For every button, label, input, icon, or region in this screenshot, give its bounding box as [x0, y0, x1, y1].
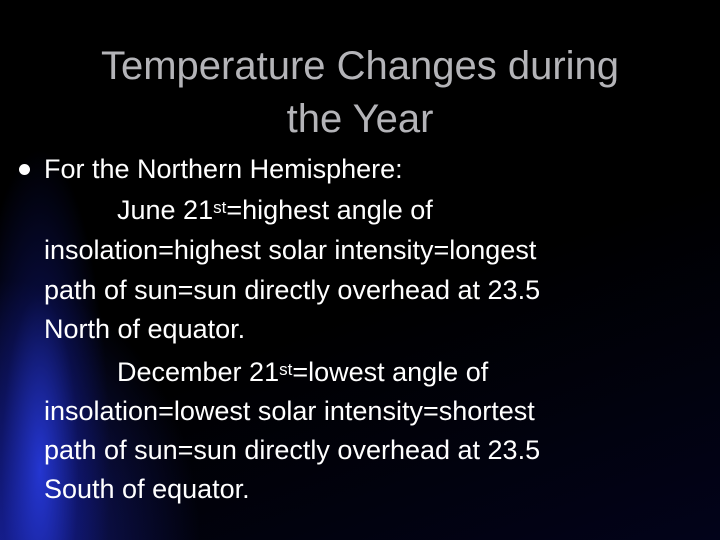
text: =highest angle of	[226, 195, 433, 225]
superscript: st	[213, 198, 227, 217]
body-line: insolation=lowest solar intensity=shorte…	[44, 396, 535, 426]
body-line: December 21st=lowest angle of	[117, 355, 488, 389]
superscript: st	[279, 360, 293, 379]
body-line: South of equator.	[44, 474, 250, 504]
title-line: the Year	[286, 97, 434, 141]
bullet-dot	[19, 164, 30, 175]
title-line: Temperature Changes during	[100, 44, 620, 88]
text: June 21	[117, 195, 214, 225]
body-line: path of sun=sun directly overhead at 23.…	[44, 275, 541, 305]
text: December 21	[117, 357, 280, 387]
body-line: insolation=highest solar intensity=longe…	[44, 235, 537, 265]
bullet-text: For the Northern Hemisphere:	[44, 154, 403, 184]
body-line: path of sun=sun directly overhead at 23.…	[44, 435, 541, 465]
text: =lowest angle of	[292, 357, 489, 387]
body-line: North of equator.	[44, 314, 246, 344]
body-line: June 21st=highest angle of	[117, 193, 433, 227]
